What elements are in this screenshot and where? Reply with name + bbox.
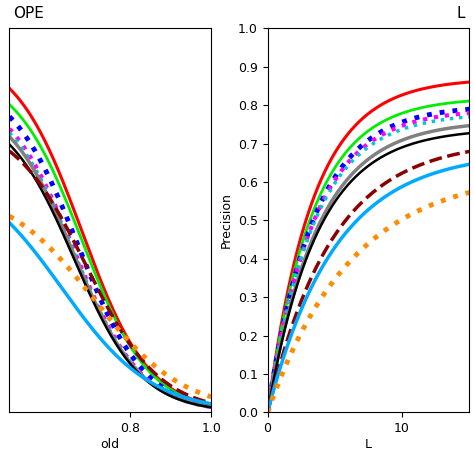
Y-axis label: Precision: Precision	[219, 192, 232, 248]
X-axis label: old: old	[101, 438, 120, 451]
Text: L: L	[457, 6, 465, 21]
X-axis label: L: L	[365, 438, 372, 451]
Text: OPE: OPE	[14, 6, 45, 21]
